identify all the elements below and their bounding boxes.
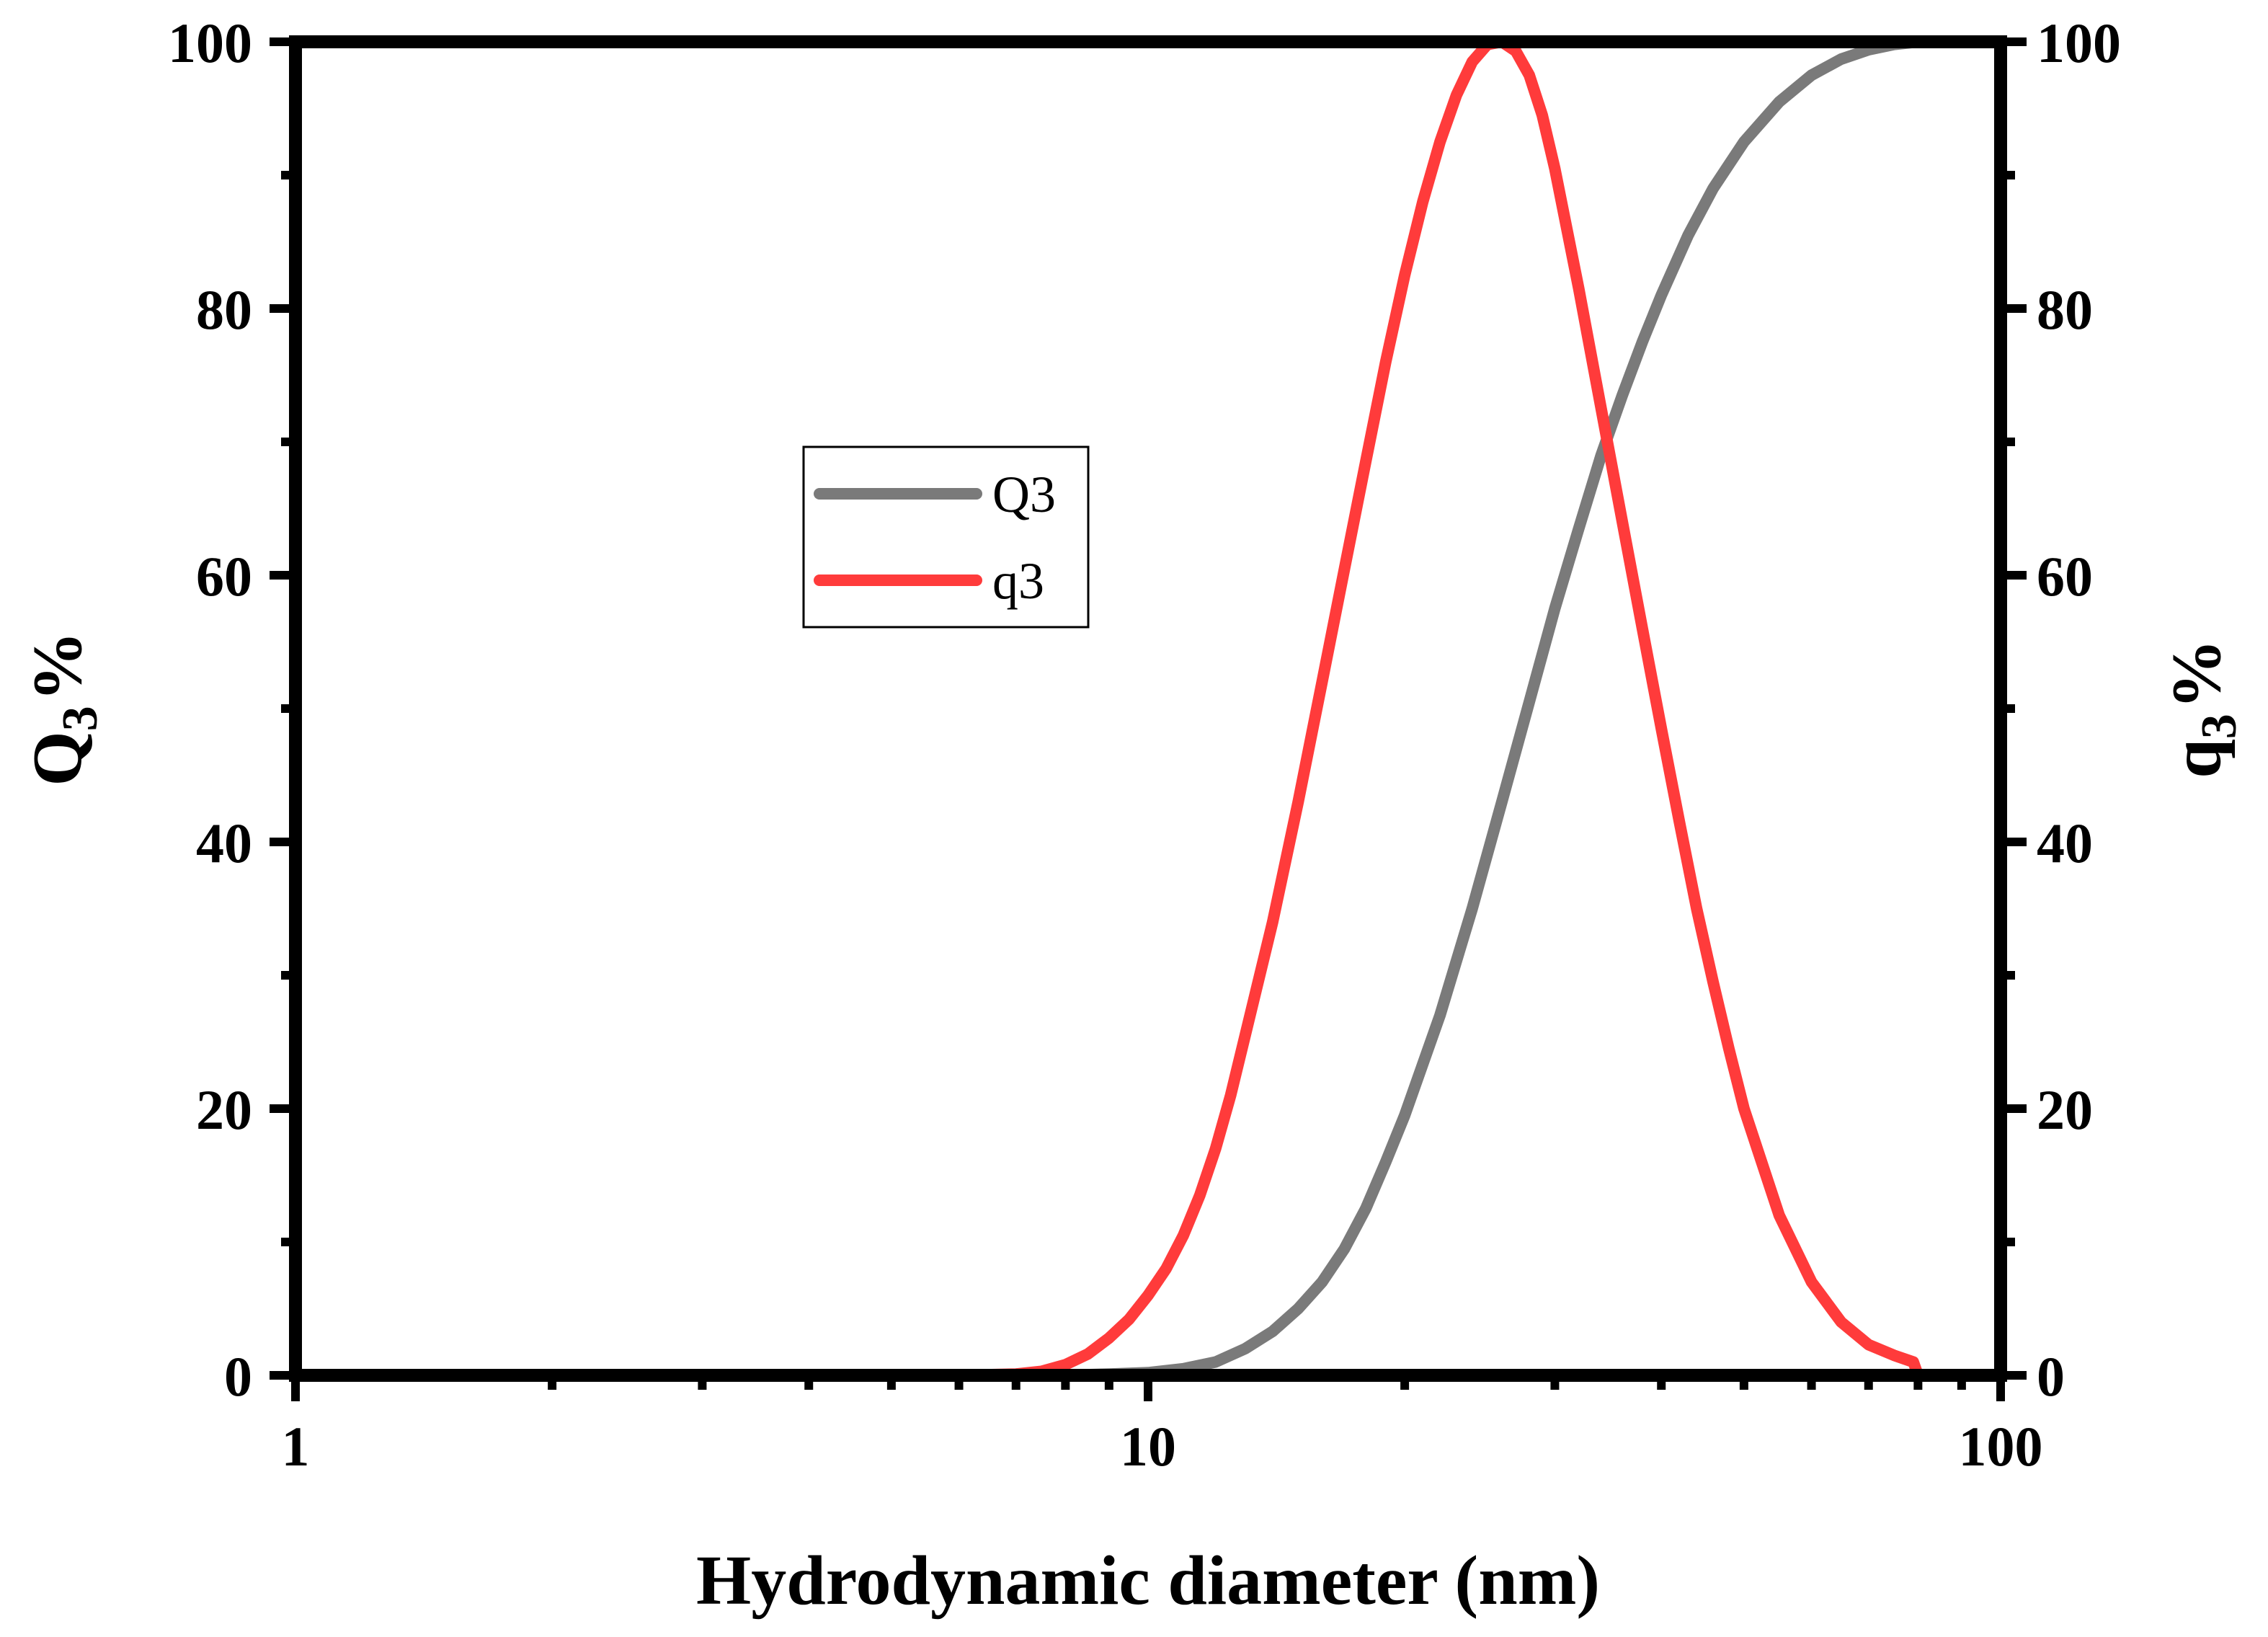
y-left-tick-label: 0 [224, 1345, 252, 1408]
y-right-tick-label: 20 [2037, 1078, 2093, 1141]
x-tick-label: 10 [1120, 1415, 1176, 1478]
ticks-layer [270, 37, 2027, 1401]
y-left-tick-label: 60 [196, 545, 252, 608]
x-axis-title: Hydrodynamic diameter (nm) [696, 1542, 1600, 1620]
y-right-title-unit: % [2158, 639, 2236, 709]
y-right-tick-label: 60 [2037, 545, 2093, 608]
y-left-title-main: Q [19, 731, 97, 786]
labels-layer: 1 10 100 0 20 40 60 80 100 0 20 40 60 80 100 [168, 12, 2121, 1478]
series-line-q3-cumulative [295, 36, 1919, 1381]
legend-box [802, 445, 1090, 629]
x-tick-label: 100 [1959, 1415, 2043, 1478]
y-left-tick-label: 40 [196, 812, 252, 874]
y-left-title-unit: % [19, 631, 97, 701]
y-axis-right-title: q3% [2158, 639, 2247, 778]
y-left-title-sub: 3 [53, 706, 108, 731]
y-left-tick-label: 20 [196, 1078, 252, 1141]
y-axis-left-title: Q3% [19, 631, 108, 786]
y-right-tick-label: 40 [2037, 812, 2093, 874]
x-tick-label: 1 [282, 1415, 310, 1478]
legend: Q3 q3 [802, 445, 1090, 629]
y-right-tick-label: 100 [2037, 12, 2121, 74]
legend-label-q3-cumulative: Q3 [992, 466, 1056, 523]
series-layer [295, 36, 1924, 1381]
y-right-title-main: q [2158, 739, 2236, 778]
y-left-tick-label: 80 [196, 278, 252, 341]
y-right-tick-label: 0 [2037, 1345, 2065, 1408]
y-right-title-sub: 3 [2192, 714, 2247, 739]
y-left-tick-label: 100 [168, 12, 252, 74]
plot-frame [289, 35, 2007, 1382]
legend-label-q3-density: q3 [992, 552, 1044, 610]
series-line-q3-density [295, 36, 1924, 1381]
y-right-tick-label: 80 [2037, 278, 2093, 341]
